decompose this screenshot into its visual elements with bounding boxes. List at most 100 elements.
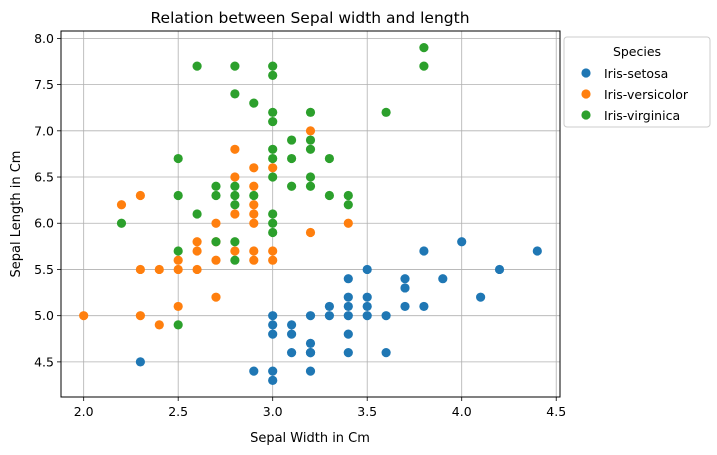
data-point bbox=[286, 320, 297, 330]
data-point bbox=[211, 255, 221, 265]
data-point bbox=[192, 237, 202, 247]
data-point bbox=[305, 181, 316, 191]
y-tick-label: 6.0 bbox=[34, 216, 54, 231]
legend-marker bbox=[581, 89, 591, 99]
data-point bbox=[268, 107, 278, 117]
legend: Species Iris-setosa Iris-versicolor Iris-v… bbox=[563, 36, 711, 128]
y-tick-label: 7.0 bbox=[34, 123, 54, 138]
data-point bbox=[268, 70, 278, 80]
data-point bbox=[362, 301, 372, 312]
data-point bbox=[268, 116, 278, 127]
y-tick-label: 6.5 bbox=[34, 170, 54, 185]
axis-ticks: 2.0 2.5 3.0 3.5 4.0 4.5 4.5 5.0 5.5 6.0 6.5 7.0 7.5 8… bbox=[34, 31, 566, 419]
data-point bbox=[230, 172, 240, 182]
data-point bbox=[249, 209, 259, 219]
data-point bbox=[230, 255, 240, 265]
data-point bbox=[268, 61, 278, 71]
data-point bbox=[305, 126, 316, 136]
x-tick-label: 4.0 bbox=[452, 404, 472, 419]
y-tick-label: 5.0 bbox=[34, 308, 54, 323]
data-point bbox=[362, 311, 372, 321]
data-point bbox=[268, 320, 278, 330]
y-tick-label: 8.0 bbox=[34, 31, 54, 46]
data-point bbox=[305, 338, 316, 348]
data-point bbox=[286, 153, 297, 164]
data-point bbox=[324, 311, 335, 321]
y-tick-label: 7.5 bbox=[34, 77, 54, 92]
data-point bbox=[343, 274, 353, 284]
data-point bbox=[457, 237, 467, 247]
data-point bbox=[381, 107, 391, 117]
x-tick-label: 3.5 bbox=[357, 404, 377, 419]
data-point bbox=[211, 190, 221, 201]
data-point bbox=[381, 348, 391, 358]
data-point bbox=[305, 227, 316, 238]
data-point bbox=[400, 283, 410, 293]
data-point bbox=[230, 246, 240, 256]
data-point bbox=[305, 144, 316, 154]
data-point bbox=[154, 264, 164, 275]
data-point bbox=[343, 301, 353, 312]
data-point bbox=[211, 181, 221, 191]
data-point bbox=[268, 144, 278, 154]
data-point bbox=[419, 246, 429, 256]
data-point bbox=[268, 329, 278, 339]
data-point bbox=[438, 274, 448, 284]
y-tick-label: 5.5 bbox=[34, 262, 54, 277]
data-point bbox=[268, 163, 278, 173]
data-point bbox=[173, 190, 183, 201]
data-point bbox=[116, 218, 127, 228]
data-point bbox=[268, 375, 278, 385]
data-point bbox=[268, 311, 278, 321]
legend-title: Species bbox=[613, 44, 661, 59]
data-point bbox=[79, 311, 89, 321]
data-point bbox=[211, 218, 221, 228]
data-point bbox=[400, 301, 410, 312]
legend-label: Iris-setosa bbox=[604, 66, 668, 81]
data-point bbox=[192, 246, 202, 256]
data-point bbox=[173, 246, 183, 256]
data-point bbox=[135, 190, 145, 201]
data-point bbox=[230, 89, 240, 99]
data-point bbox=[268, 255, 278, 265]
data-point bbox=[286, 329, 297, 339]
data-point bbox=[268, 246, 278, 256]
data-point bbox=[268, 172, 278, 182]
data-point bbox=[173, 301, 183, 312]
x-axis-label: Sepal Width in Cm bbox=[250, 431, 370, 446]
data-point bbox=[268, 209, 278, 219]
data-point bbox=[324, 153, 335, 164]
data-point bbox=[173, 264, 183, 275]
data-point bbox=[116, 200, 127, 210]
series-iris-virginica bbox=[116, 43, 429, 330]
data-point bbox=[343, 348, 353, 358]
data-point bbox=[305, 107, 316, 117]
x-tick-label: 2.5 bbox=[168, 404, 188, 419]
data-point bbox=[324, 190, 335, 201]
data-point bbox=[476, 292, 486, 302]
data-point bbox=[192, 264, 202, 275]
data-point bbox=[362, 264, 372, 275]
data-point bbox=[249, 200, 259, 210]
data-point bbox=[211, 237, 221, 247]
data-point bbox=[419, 301, 429, 312]
data-point bbox=[230, 200, 240, 210]
data-point bbox=[268, 366, 278, 376]
data-point bbox=[343, 200, 353, 210]
y-axis-label: Sepal Length in Cm bbox=[9, 151, 24, 278]
data-point bbox=[532, 246, 542, 256]
data-point bbox=[135, 357, 145, 367]
x-tick-label: 4.5 bbox=[546, 404, 566, 419]
chart-title: Relation between Sepal width and length bbox=[150, 9, 469, 27]
data-point bbox=[343, 218, 353, 228]
series-iris-versicolor bbox=[79, 126, 353, 330]
data-point bbox=[494, 264, 505, 275]
x-tick-label: 3.0 bbox=[263, 404, 283, 419]
data-point bbox=[249, 366, 259, 376]
data-point bbox=[343, 190, 353, 201]
legend-marker bbox=[581, 110, 591, 120]
data-point bbox=[135, 264, 145, 275]
data-point bbox=[249, 246, 259, 256]
data-point bbox=[173, 153, 183, 164]
